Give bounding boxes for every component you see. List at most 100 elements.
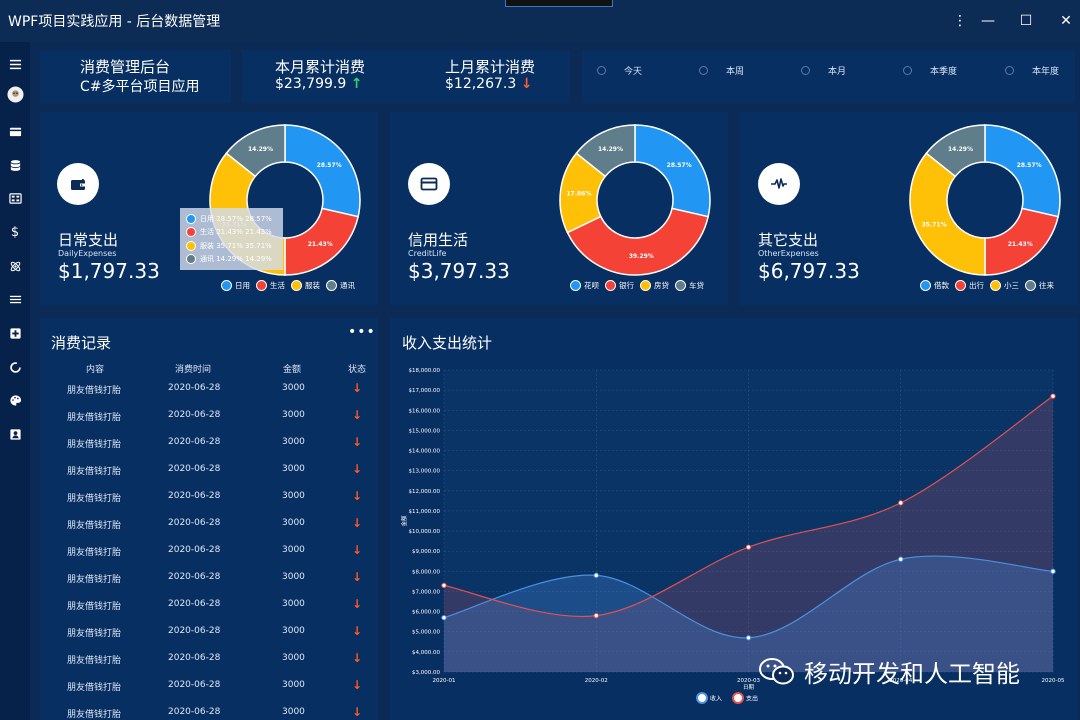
more-options-button[interactable]: ⋮	[953, 13, 967, 29]
y-tick-label: $9,000.00	[412, 549, 440, 555]
data-point[interactable]	[898, 500, 904, 506]
pie-slice[interactable]	[284, 124, 361, 218]
table-row[interactable]: 朋友借钱打胎 2020-06-28 3000 ↓	[40, 381, 375, 410]
minimize-button[interactable]: —	[981, 13, 995, 29]
data-point[interactable]	[441, 582, 447, 589]
database-icon[interactable]	[0, 153, 30, 177]
card-title: 日常支出	[58, 231, 119, 249]
row-content: 朋友借钱打胎	[67, 629, 122, 639]
table-row[interactable]: 朋友借钱打胎 2020-06-28 3000 ↓	[40, 408, 375, 437]
calculator-icon[interactable]	[0, 186, 30, 210]
row-time: 2020-06-28	[168, 707, 221, 717]
data-point[interactable]	[441, 614, 447, 621]
table-row[interactable]: 朋友借钱打胎 2020-06-28 3000 ↓	[40, 435, 375, 464]
arrow-down-icon: ↓	[352, 516, 363, 530]
data-point[interactable]	[593, 612, 599, 619]
table-row[interactable]: 朋友借钱打胎 2020-06-28 3000 ↓	[40, 597, 375, 626]
row-amount: 3000	[282, 626, 305, 636]
period-quarter[interactable]: 本季度	[903, 64, 957, 77]
data-point[interactable]	[1050, 393, 1056, 399]
table-row[interactable]: 朋友借钱打胎 2020-06-28 3000 ↓	[40, 516, 375, 545]
legend-item: 小三	[990, 280, 1019, 291]
radio-button[interactable]	[597, 66, 606, 75]
avatar[interactable]	[0, 82, 30, 106]
contact-icon[interactable]	[0, 422, 30, 446]
row-content: 朋友借钱打胎	[67, 683, 122, 693]
row-time: 2020-06-28	[168, 410, 221, 420]
title-bar: WPF项目实践应用 - 后台数据管理 ⋮ — ☐ ✕	[0, 0, 1080, 42]
row-content: 朋友借钱打胎	[67, 602, 122, 612]
period-selector-panel	[582, 50, 1075, 103]
legend-item: 花呗	[570, 280, 599, 291]
card-title: 信用生活	[408, 231, 469, 249]
last-month-total-value: $12,267.3 ↓	[445, 76, 533, 92]
period-year[interactable]: 本年度	[1005, 64, 1059, 77]
arrow-down-icon: ↓	[352, 570, 363, 584]
pie-slice[interactable]	[909, 152, 986, 276]
radio-button[interactable]	[699, 66, 708, 75]
records-panel	[40, 318, 378, 720]
tooltip-row: 日用 28.57% 28.57%	[186, 212, 277, 226]
table-row[interactable]: 朋友借钱打胎 2020-06-28 3000 ↓	[40, 624, 375, 653]
slice-label: 35.71%	[922, 222, 947, 229]
pie-slice[interactable]	[984, 124, 1061, 218]
table-row[interactable]: 朋友借钱打胎 2020-06-28 3000 ↓	[40, 570, 375, 599]
dollar-icon[interactable]: $	[10, 224, 20, 240]
y-tick-label: $5,000.00	[412, 630, 440, 636]
arrow-down-icon: ↓	[352, 462, 363, 476]
pie-slice[interactable]	[575, 124, 636, 178]
pie-slice[interactable]	[566, 207, 710, 276]
card-amount: $6,797.33	[758, 259, 860, 283]
table-row[interactable]: 朋友借钱打胎 2020-06-28 3000 ↓	[40, 678, 375, 707]
row-content: 朋友借钱打胎	[67, 413, 122, 423]
table-row[interactable]: 朋友借钱打胎 2020-06-28 3000 ↓	[40, 489, 375, 518]
table-row[interactable]: 朋友借钱打胎 2020-06-28 3000 ↓	[40, 462, 375, 491]
period-month[interactable]: 本月	[801, 64, 846, 77]
table-row[interactable]: 朋友借钱打胎 2020-06-28 3000 ↓	[40, 543, 375, 572]
pie-slice[interactable]	[634, 124, 711, 218]
radio-button[interactable]	[801, 66, 810, 75]
pie-slice[interactable]	[225, 124, 286, 178]
data-point[interactable]	[593, 572, 599, 579]
period-week[interactable]: 本周	[699, 64, 744, 77]
table-row[interactable]: 朋友借钱打胎 2020-06-28 3000 ↓	[40, 651, 375, 680]
legend-item: 生活	[256, 280, 285, 291]
legend-item: 出行	[955, 280, 984, 291]
close-button[interactable]: ✕	[1060, 13, 1072, 29]
palette-icon[interactable]	[0, 388, 30, 412]
data-point[interactable]	[745, 635, 752, 641]
pulse-icon	[758, 163, 800, 205]
y-tick-label: $11,000.00	[409, 509, 441, 515]
more-options-icon[interactable]: •••	[348, 324, 376, 340]
refresh-icon[interactable]	[0, 355, 30, 379]
radio-button[interactable]	[1005, 66, 1014, 75]
trend-down-icon: ↓	[520, 76, 533, 92]
atom-icon[interactable]	[0, 254, 30, 278]
table-row[interactable]: 朋友借钱打胎 2020-06-28 3000 ↓	[40, 705, 375, 720]
row-content: 朋友借钱打胎	[67, 575, 122, 585]
legend-item: 通讯	[326, 280, 355, 291]
row-time: 2020-06-28	[168, 437, 221, 447]
column-header-time: 消费时间	[175, 365, 212, 375]
data-point[interactable]	[745, 544, 752, 550]
period-today[interactable]: 今天	[597, 64, 642, 77]
card-icon[interactable]	[0, 119, 30, 143]
legend-item: 房贷	[640, 280, 669, 291]
medical-icon[interactable]	[0, 321, 30, 345]
data-point[interactable]	[1050, 568, 1056, 575]
slice-label: 14.29%	[248, 146, 273, 153]
column-header-amount: 金额	[283, 365, 302, 375]
maximize-button[interactable]: ☐	[1019, 13, 1033, 29]
pie-slice[interactable]	[925, 124, 986, 178]
row-amount: 3000	[282, 572, 305, 582]
row-amount: 3000	[282, 707, 305, 717]
menu-icon[interactable]	[0, 52, 30, 76]
watermark: 移动开发和人工智能	[758, 654, 1020, 689]
radio-button[interactable]	[903, 66, 912, 75]
legend-item: 服装	[291, 280, 320, 291]
other-expenses-donut-chart: 28.57% 21.43% 35.71% 14.29%	[909, 124, 1061, 276]
stats-title: 收入支出统计	[402, 334, 493, 352]
data-point[interactable]	[898, 556, 904, 562]
list-icon[interactable]	[0, 287, 30, 311]
row-amount: 3000	[282, 410, 305, 420]
